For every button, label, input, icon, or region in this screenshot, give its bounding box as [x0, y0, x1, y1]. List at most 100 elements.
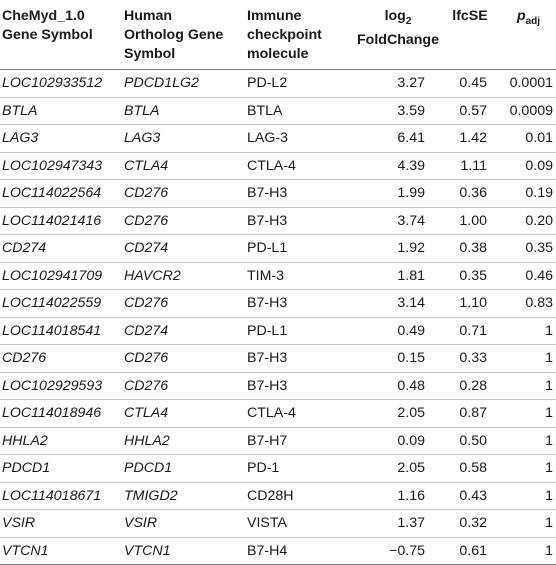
gene-symbol-cell: LAG3 — [2, 130, 39, 146]
log2fc-cell: 0.15 — [397, 350, 425, 366]
padj-cell: 1 — [545, 542, 553, 559]
checkpoint-cell: PD-L1 — [247, 240, 288, 256]
log2fc-cell: 0.48 — [397, 377, 425, 394]
log2fc-cell: 1.81 — [397, 267, 425, 284]
lfcse-cell: 1.42 — [459, 130, 487, 146]
gene-symbol-cell: HHLA2 — [2, 432, 48, 449]
header-human-ortholog: Human Ortholog Gene Symbol — [124, 0, 247, 70]
checkpoint-cell: LAG-3 — [247, 130, 289, 146]
table-row: LOC102947343 CTLA4 CTLA-4 4.39 1.11 0.09 — [0, 152, 556, 180]
gene-symbol-cell: PDCD1 — [2, 460, 51, 476]
header-padj-subscript: adj — [525, 16, 541, 27]
header-immune-checkpoint: Immune checkpoint molecule — [247, 0, 357, 70]
table-row: LOC114022564 CD276 B7-H3 1.99 0.36 0.19 — [0, 180, 556, 207]
table-row: HHLA2 HHLA2 B7-H7 0.09 0.50 1 — [0, 427, 556, 455]
checkpoint-cell: B7-H3 — [247, 212, 288, 229]
lfcse-cell: 0.33 — [459, 350, 487, 366]
padj-cell: 1 — [545, 432, 553, 449]
header-row: CheMyd_1.0 Gene Symbol Human Ortholog Ge… — [0, 0, 556, 70]
padj-cell: 1 — [545, 487, 553, 504]
table-row: LOC102933512 PDCD1LG2 PD-L2 3.27 0.45 0.0001 — [0, 70, 556, 97]
checkpoint-cell: B7-H3 — [247, 295, 288, 311]
header-lfcse-text: lfcSE — [452, 8, 488, 24]
checkpoint-cell: VISTA — [247, 515, 287, 531]
header-padj-p: p — [516, 8, 526, 24]
ortholog-cell: CTLA4 — [124, 405, 169, 421]
log2fc-cell: 3.59 — [397, 102, 425, 119]
table-row: LOC102941709 HAVCR2 TIM-3 1.81 0.35 0.46 — [0, 262, 556, 290]
header-human-ortholog-line3: Symbol — [124, 46, 176, 62]
table-row: LOC114022559 CD276 B7-H3 3.14 1.10 0.83 — [0, 290, 556, 317]
table-row: CD276 CD276 B7-H3 0.15 0.33 1 — [0, 345, 556, 372]
checkpoint-cell: B7-H3 — [247, 350, 288, 366]
header-human-ortholog-line1: Human — [124, 8, 173, 24]
lfcse-cell: 0.58 — [459, 460, 487, 476]
lfcse-cell: 0.50 — [459, 432, 487, 449]
header-gene-symbol-line2: Gene Symbol — [2, 27, 93, 43]
ortholog-cell: VSIR — [124, 515, 158, 531]
table-row: LOC114018541 CD274 PD-L1 0.49 0.71 1 — [0, 317, 556, 345]
padj-cell: 0.19 — [525, 185, 553, 201]
header-gene-symbol: CheMyd_1.0 Gene Symbol — [0, 0, 124, 70]
ortholog-cell: LAG3 — [124, 130, 161, 146]
padj-cell: 1 — [545, 515, 553, 531]
checkpoint-cell: B7-H7 — [247, 432, 288, 449]
table-body: LOC102933512 PDCD1LG2 PD-L2 3.27 0.45 0.0001 B… — [0, 70, 556, 565]
checkpoint-cell: B7-H3 — [247, 185, 288, 201]
gene-symbol-cell: LOC114022564 — [2, 185, 102, 201]
ortholog-cell: PDCD1 — [124, 460, 173, 476]
ortholog-cell: TMIGD2 — [124, 487, 178, 504]
ortholog-cell: CD276 — [124, 212, 169, 229]
header-immune-checkpoint-line2: checkpoint — [247, 27, 322, 43]
lfcse-cell: 0.61 — [459, 542, 487, 559]
header-gene-symbol-line1: CheMyd_1.0 — [2, 8, 85, 24]
header-human-ortholog-line2: Ortholog Gene — [124, 27, 224, 43]
lfcse-cell: 1.11 — [460, 157, 487, 174]
log2fc-cell: 3.74 — [397, 212, 425, 229]
header-padj: padj — [501, 0, 556, 70]
table-row: LAG3 LAG3 LAG-3 6.41 1.42 0.01 — [0, 125, 556, 152]
gene-symbol-cell: CD274 — [2, 240, 47, 256]
gene-symbol-cell: LOC114021416 — [2, 212, 102, 229]
table-row: VTCN1 VTCN1 B7-H4 −0.75 0.61 1 — [0, 537, 556, 565]
log2fc-cell: 3.27 — [397, 75, 425, 91]
header-foldchange-text: FoldChange — [357, 32, 439, 48]
padj-cell: 1 — [545, 460, 553, 476]
gene-symbol-cell: LOC102933512 — [2, 75, 103, 91]
checkpoint-cell: B7-H3 — [247, 377, 288, 394]
checkpoint-cell: BTLA — [247, 102, 283, 119]
gene-symbol-cell: LOC114018541 — [2, 322, 102, 339]
header-log2-foldchange: log2 FoldChange — [357, 0, 439, 70]
log2fc-cell: 4.39 — [397, 157, 425, 174]
lfcse-cell: 0.32 — [459, 515, 487, 531]
lfcse-cell: 0.38 — [459, 240, 487, 256]
table-row: LOC114018946 CTLA4 CTLA-4 2.05 0.87 1 — [0, 400, 556, 427]
log2fc-cell: 1.92 — [397, 240, 425, 256]
log2fc-cell: 6.41 — [397, 130, 425, 146]
padj-cell: 0.46 — [525, 267, 553, 284]
ortholog-cell: PDCD1LG2 — [124, 75, 199, 91]
lfcse-cell: 0.28 — [459, 377, 487, 394]
lfcse-cell: 0.36 — [459, 185, 487, 201]
gene-symbol-cell: LOC114022559 — [2, 295, 102, 311]
gene-symbol-cell: CD276 — [2, 350, 47, 366]
ortholog-cell: BTLA — [124, 102, 160, 119]
header-log-text: log — [384, 8, 406, 24]
log2fc-cell: 1.16 — [397, 487, 425, 504]
gene-symbol-cell: LOC114018671 — [2, 487, 102, 504]
padj-cell: 0.20 — [525, 212, 553, 229]
checkpoint-cell: CTLA-4 — [247, 157, 296, 174]
gene-symbol-cell: VTCN1 — [2, 542, 49, 559]
header-immune-checkpoint-line3: molecule — [247, 46, 309, 62]
gene-symbol-cell: VSIR — [2, 515, 36, 531]
padj-cell: 1 — [545, 405, 553, 421]
checkpoint-cell: B7-H4 — [247, 542, 288, 559]
table-row: LOC102929593 CD276 B7-H3 0.48 0.28 1 — [0, 372, 556, 400]
padj-cell: 0.0009 — [509, 102, 553, 119]
table-row: CD274 CD274 PD-L1 1.92 0.38 0.35 — [0, 235, 556, 262]
log2fc-cell: 1.99 — [397, 185, 425, 201]
ortholog-cell: CD276 — [124, 350, 169, 366]
lfcse-cell: 0.71 — [459, 322, 487, 339]
